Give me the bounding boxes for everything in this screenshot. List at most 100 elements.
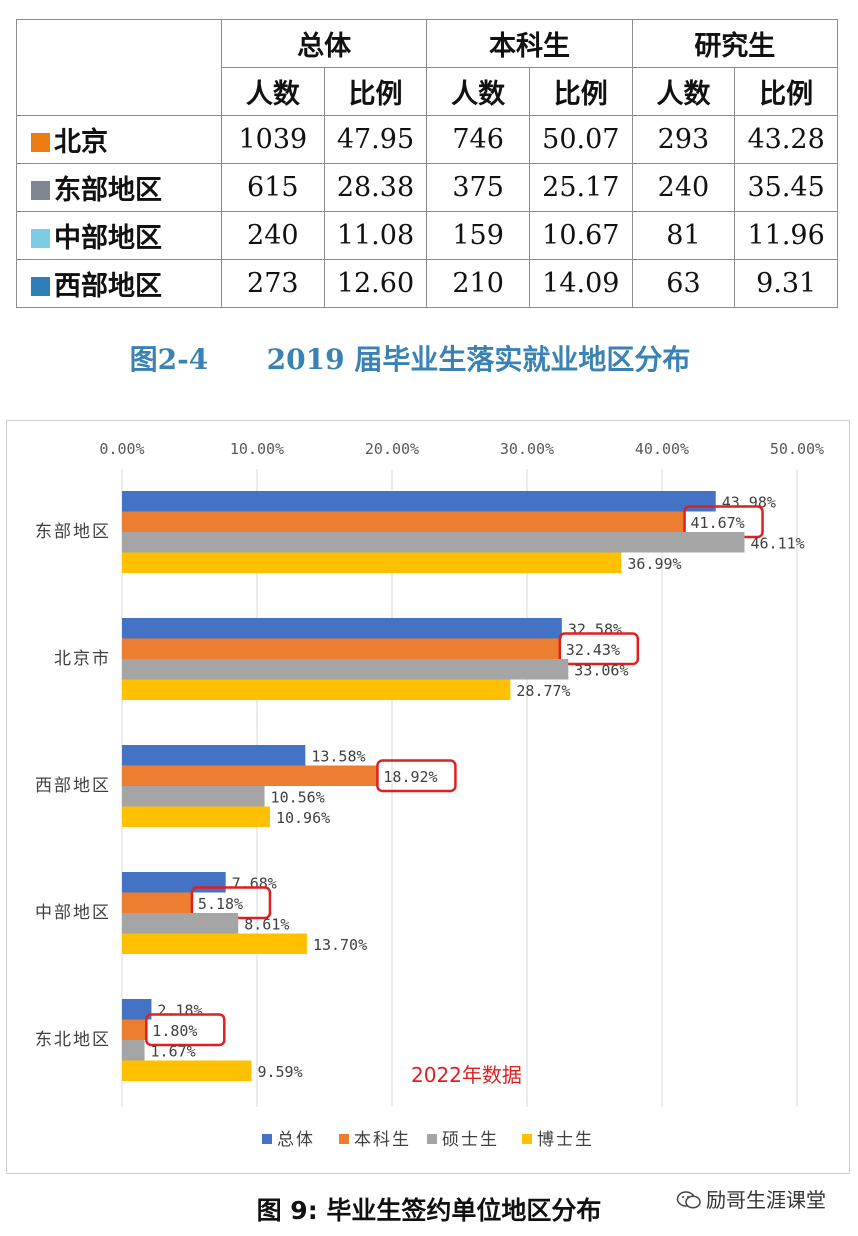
region-cell: 东部地区 xyxy=(16,163,222,212)
region-swatch xyxy=(31,229,50,248)
value-cell: 240 xyxy=(631,163,736,212)
x-tick-label: 10.00% xyxy=(230,440,284,458)
figure-2-4-caption: 图2-4 2019 届毕业生落实就业地区分布 xyxy=(129,343,691,376)
bar xyxy=(122,1019,147,1040)
value-cell: 12.60 xyxy=(323,259,428,308)
group-header: 总体 xyxy=(220,19,428,68)
value-cell: 81 xyxy=(631,211,736,260)
data-label: 41.67% xyxy=(691,514,745,532)
figure-9-caption: 图 9: 毕业生签约单位地区分布 xyxy=(256,1196,602,1225)
data-label: 18.92% xyxy=(383,768,437,786)
sub-header: 人数 xyxy=(426,67,530,116)
chart-annotation: 2022年数据 xyxy=(411,1063,522,1087)
bar xyxy=(122,511,685,532)
value-cell: 28.38 xyxy=(323,163,428,212)
bar xyxy=(122,872,226,893)
bar xyxy=(122,786,265,807)
value-cell: 35.45 xyxy=(734,163,838,212)
legend-label: 本科生 xyxy=(354,1130,411,1150)
legend-swatch xyxy=(522,1134,532,1144)
data-label: 33.06% xyxy=(574,661,628,679)
bar xyxy=(122,765,378,786)
category-label: 北京市 xyxy=(54,649,111,669)
data-label: 43.98% xyxy=(722,493,776,511)
bar xyxy=(122,532,745,553)
region-swatch xyxy=(31,277,50,296)
table-row: 中部地区 240 11.08 159 10.67 81 11.96 xyxy=(16,211,838,260)
data-label: 2.18% xyxy=(157,1001,202,1019)
region-swatch xyxy=(31,181,50,200)
data-label: 1.67% xyxy=(151,1042,196,1060)
watermark: 励哥生涯课堂 xyxy=(676,1184,826,1213)
table-body: 北京 1039 47.95 746 50.07 293 43.28 东部地区 615 28.38 3… xyxy=(16,115,838,308)
value-cell: 25.17 xyxy=(528,163,633,212)
value-cell: 210 xyxy=(426,259,530,308)
region-label: 北京 xyxy=(54,127,108,158)
legend-swatch xyxy=(262,1134,272,1144)
region-label: 西部地区 xyxy=(54,271,162,302)
value-cell: 615 xyxy=(221,163,325,212)
wechat-icon xyxy=(676,1191,701,1209)
data-label: 9.59% xyxy=(257,1063,302,1081)
legend-swatch xyxy=(427,1134,437,1144)
bar xyxy=(122,933,307,954)
data-label: 32.43% xyxy=(566,641,620,659)
bar xyxy=(122,1040,145,1061)
value-cell: 50.07 xyxy=(528,115,633,164)
bar xyxy=(122,638,560,659)
sub-header: 比例 xyxy=(323,67,428,116)
legend-label: 硕士生 xyxy=(442,1130,499,1150)
x-tick-label: 0.00% xyxy=(99,440,144,458)
value-cell: 43.28 xyxy=(734,115,838,164)
data-label: 10.96% xyxy=(276,809,330,827)
highlight-box xyxy=(558,632,640,666)
value-cell: 47.95 xyxy=(323,115,428,164)
value-cell: 11.08 xyxy=(323,211,428,260)
sub-header: 比例 xyxy=(528,67,633,116)
bar xyxy=(122,491,716,512)
category-label: 西部地区 xyxy=(35,776,111,796)
x-tick-label: 20.00% xyxy=(365,440,419,458)
bar xyxy=(122,1060,252,1081)
chart-frame: 0.00% 10.00% 20.00% 30.00% 40.00% 50.00% 东部地区 4… xyxy=(6,420,850,1174)
highlight-box xyxy=(376,759,457,793)
bar xyxy=(122,892,192,913)
data-label: 28.77% xyxy=(516,682,570,700)
group-header: 本科生 xyxy=(426,19,633,68)
category-label: 中部地区 xyxy=(35,903,111,923)
value-cell: 63 xyxy=(631,259,736,308)
group-header: 研究生 xyxy=(631,19,839,68)
table-row: 北京 1039 47.95 746 50.07 293 43.28 xyxy=(16,115,838,164)
legend-label: 总体 xyxy=(277,1130,315,1150)
x-tick-label: 40.00% xyxy=(635,440,689,458)
category-label: 东部地区 xyxy=(35,522,111,542)
x-tick-label: 30.00% xyxy=(500,440,554,458)
value-cell: 746 xyxy=(426,115,530,164)
region-cell: 西部地区 xyxy=(16,259,222,308)
region-label: 中部地区 xyxy=(54,223,162,254)
value-cell: 9.31 xyxy=(734,259,838,308)
table-row: 东部地区 615 28.38 375 25.17 240 35.45 xyxy=(16,163,838,212)
value-cell: 375 xyxy=(426,163,530,212)
legend-swatch xyxy=(339,1134,349,1144)
value-cell: 240 xyxy=(221,211,325,260)
sub-header: 人数 xyxy=(221,67,325,116)
value-cell: 159 xyxy=(426,211,530,260)
highlight-box xyxy=(145,1013,226,1047)
data-label: 13.70% xyxy=(313,936,367,954)
value-cell: 10.67 xyxy=(528,211,633,260)
table-row: 西部地区 273 12.60 210 14.09 63 9.31 xyxy=(16,259,838,308)
region-cell: 北京 xyxy=(16,115,222,164)
bar xyxy=(122,618,562,639)
table-corner-cell xyxy=(16,19,222,116)
watermark-text: 励哥生涯课堂 xyxy=(706,1188,826,1212)
bar xyxy=(122,806,270,827)
region-cell: 中部地区 xyxy=(16,211,222,260)
legend-label: 博士生 xyxy=(537,1130,594,1150)
value-cell: 11.96 xyxy=(734,211,838,260)
bar xyxy=(122,745,306,766)
sub-header: 比例 xyxy=(734,67,838,116)
bar xyxy=(122,552,622,573)
data-label: 8.61% xyxy=(244,915,289,933)
data-label: 13.58% xyxy=(311,747,365,765)
